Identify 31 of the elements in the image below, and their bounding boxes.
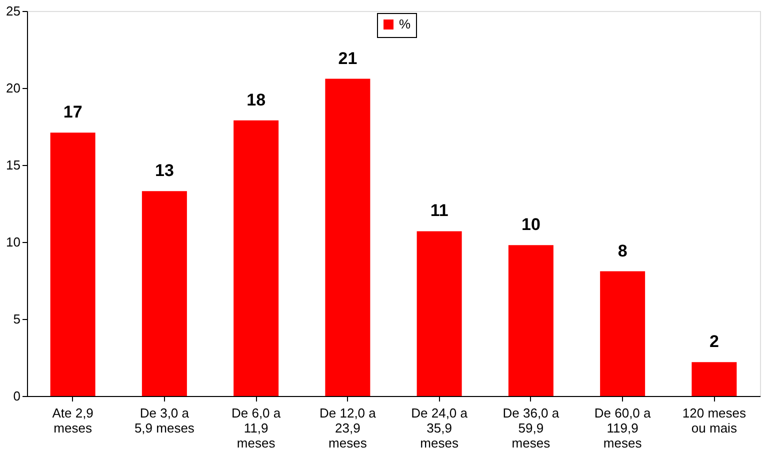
y-tick-label: 20 xyxy=(6,80,20,96)
bar xyxy=(600,271,646,396)
data-label: 10 xyxy=(521,215,540,234)
data-label: 11 xyxy=(430,201,448,220)
x-tick-label: De 6,0 a 11,9 meses xyxy=(231,406,282,450)
x-tick-label: De 36,0 a 59,9 meses xyxy=(502,406,560,450)
data-label: 18 xyxy=(246,90,266,110)
bar xyxy=(50,132,96,396)
legend-label: % xyxy=(399,16,411,32)
bar xyxy=(325,78,370,396)
y-tick-label: 15 xyxy=(6,158,20,172)
x-tick-label: De 60,0 a 119,9 meses xyxy=(594,406,652,450)
data-label: 8 xyxy=(618,241,628,260)
y-tick-label: 10 xyxy=(6,234,20,250)
bar xyxy=(416,231,462,396)
x-tick-label: De 3,0 a 5,9 meses xyxy=(134,406,195,436)
x-tick-label: 120 meses ou mais xyxy=(682,406,746,436)
bar xyxy=(234,120,279,396)
data-label: 21 xyxy=(338,48,358,68)
y-tick-label: 5 xyxy=(13,312,20,326)
x-tick-label: De 12,0 a 23,9 meses xyxy=(320,406,377,450)
bar xyxy=(508,245,554,396)
bar xyxy=(142,191,187,396)
x-tick-label: De 24,0 a 35,9 meses xyxy=(411,406,468,450)
y-tick-label: 25 xyxy=(6,4,20,18)
data-label: 13 xyxy=(154,161,174,180)
data-label: 2 xyxy=(709,332,719,352)
data-label: 17 xyxy=(63,102,82,122)
x-tick-label: Ate 2,9 meses xyxy=(52,406,94,436)
y-tick-label: 0 xyxy=(13,388,20,404)
bar xyxy=(692,362,737,396)
